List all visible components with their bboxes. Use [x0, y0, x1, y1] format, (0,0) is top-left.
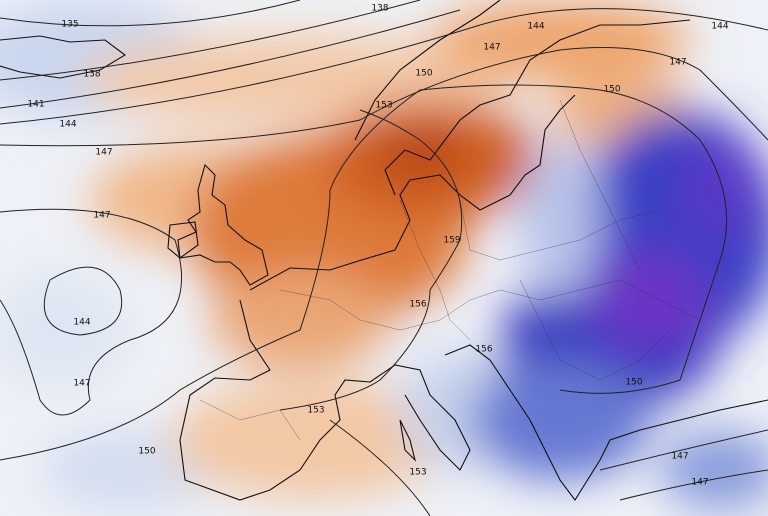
contour-label: 135	[61, 20, 78, 30]
contour-label: 156	[409, 300, 426, 310]
borders	[199, 99, 701, 441]
contour-label: 138	[83, 70, 100, 80]
contour-label: 144	[59, 120, 76, 130]
contour-label: 144	[527, 22, 544, 32]
contour-label: 147	[691, 478, 708, 488]
contour-label: 153	[307, 406, 324, 416]
contour-label: 147	[669, 58, 686, 68]
contour-label: 144	[73, 318, 90, 328]
contour-label: 144	[711, 22, 728, 32]
contour-label: 150	[625, 378, 642, 388]
contour-label: 156	[475, 345, 492, 355]
contour-label: 138	[371, 4, 388, 14]
contour-label: 153	[409, 468, 426, 478]
contour-label: 147	[73, 379, 90, 389]
contour-label: 150	[138, 447, 155, 457]
coastlines	[0, 0, 768, 501]
contour-label: 147	[93, 211, 110, 221]
contour-label: 159	[443, 236, 460, 246]
contour-label: 147	[95, 148, 112, 158]
contour-label: 147	[483, 43, 500, 53]
contour-labels: 135 138 138 141 144 147 144 147 150 153 150 147 144 1…	[27, 4, 728, 488]
contour-label: 153	[375, 101, 392, 111]
contour-label: 150	[415, 69, 432, 79]
contour-label: 150	[603, 85, 620, 95]
contour-label: 141	[27, 100, 44, 110]
contour-label: 147	[671, 452, 688, 462]
